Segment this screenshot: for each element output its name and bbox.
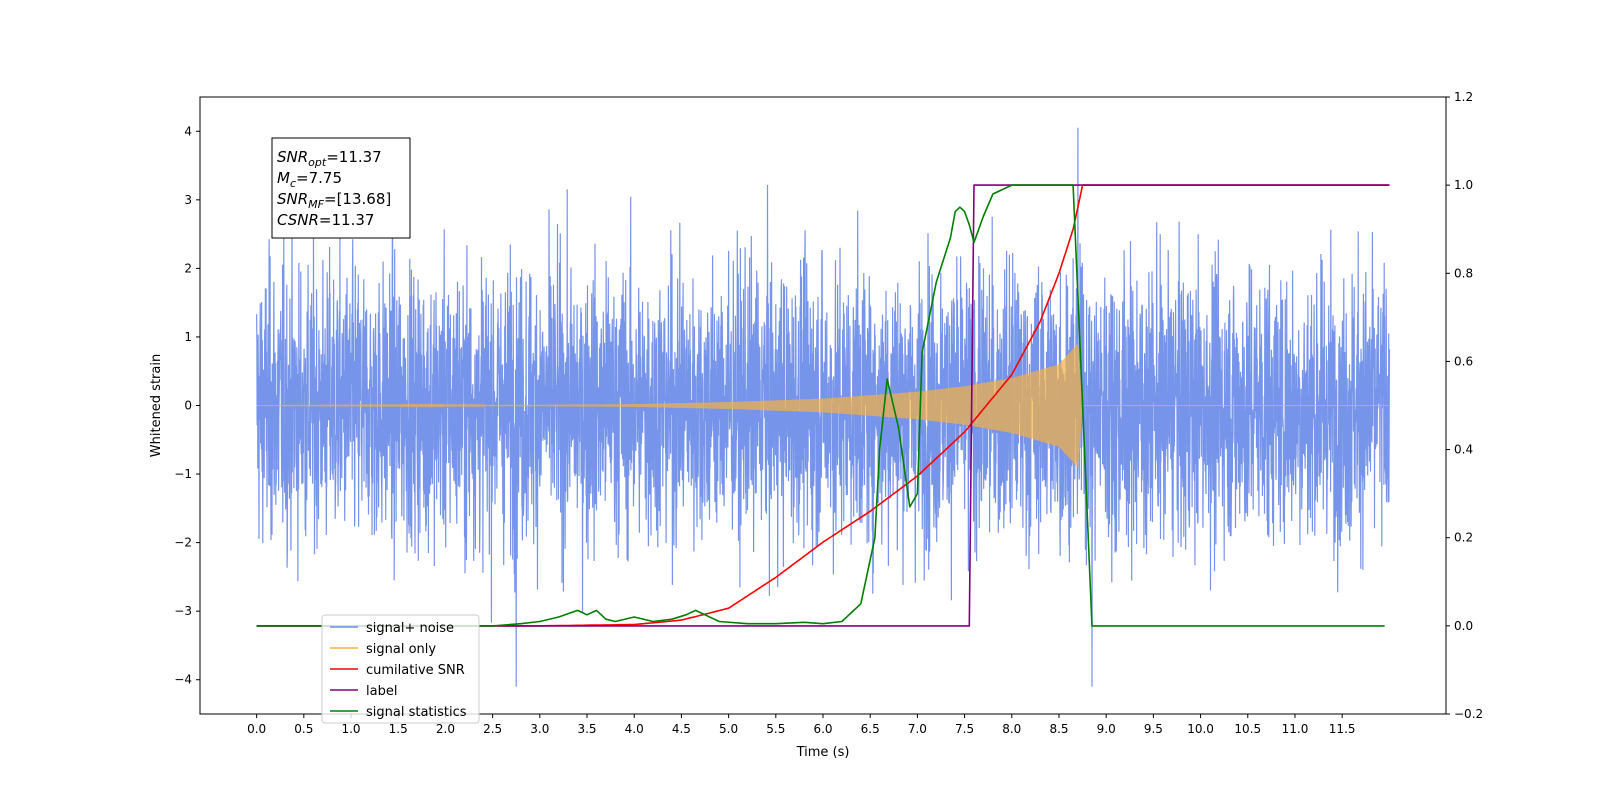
x-tick-label: 3.5 bbox=[577, 722, 596, 736]
x-tick-label: 7.0 bbox=[908, 722, 927, 736]
y-tick-label: 2 bbox=[184, 261, 192, 275]
x-tick-label: 1.5 bbox=[389, 722, 408, 736]
y-tick-label: 0 bbox=[184, 399, 192, 413]
x-tick-label: 0.5 bbox=[294, 722, 313, 736]
series-cumulative-snr-line bbox=[256, 184, 1390, 627]
annotation-line: Mc=7.75 bbox=[277, 169, 342, 190]
x-tick-label: 0.0 bbox=[247, 722, 266, 736]
x-tick-label: 1.0 bbox=[341, 722, 360, 736]
series-signal-statistics-line bbox=[256, 184, 1385, 627]
annotation-subscript: opt bbox=[308, 156, 327, 169]
series-layer bbox=[256, 127, 1390, 687]
y-tick-label: −4 bbox=[174, 673, 192, 687]
annotation-symbol: M bbox=[277, 169, 290, 187]
x-tick-label: 10.5 bbox=[1234, 722, 1261, 736]
x-tick-label: 10.0 bbox=[1187, 722, 1214, 736]
series-label-line bbox=[256, 184, 1390, 627]
annotation-value: =11.37 bbox=[319, 211, 375, 229]
y2-tick-label: 1.2 bbox=[1454, 90, 1473, 104]
legend: signal+ noise signal only cumilative SNR la… bbox=[321, 614, 480, 724]
legend-label: cumilative SNR bbox=[366, 663, 465, 678]
annotation-subscript: MF bbox=[308, 198, 324, 211]
x-tick-label: 8.5 bbox=[1049, 722, 1068, 736]
annotation-value: =11.37 bbox=[326, 148, 382, 166]
axes-layer: 0.0 0.5 1.0 1.5 2.0 2.5 3.0 3.5 4.0 4.5 5.0 5.5 6.0 6… bbox=[174, 90, 1483, 736]
y2-tick-label: 0.0 bbox=[1454, 619, 1473, 633]
annotation-line: SNRMF=[13.68] bbox=[277, 190, 391, 211]
legend-label: signal+ noise bbox=[366, 621, 454, 636]
y2-tick-label: 1.0 bbox=[1454, 178, 1473, 192]
y2-tick-label: −0.2 bbox=[1454, 707, 1483, 721]
x-tick-label: 7.5 bbox=[955, 722, 974, 736]
series-signal-noise-line bbox=[256, 127, 1390, 687]
annotation-line: SNRopt=11.37 bbox=[277, 148, 382, 169]
y-axis-label: Whitened strain bbox=[149, 354, 164, 457]
annotation-box: SNRopt=11.37Mc=7.75SNRMF=[13.68]CSNR=11.… bbox=[271, 137, 411, 239]
annotation-symbol: SNR bbox=[277, 190, 308, 208]
annotation-symbol: SNR bbox=[277, 148, 308, 166]
x-tick-label: 11.0 bbox=[1282, 722, 1309, 736]
annotation-value: =[13.68] bbox=[324, 190, 391, 208]
x-tick-label: 4.0 bbox=[625, 722, 644, 736]
x-tick-label: 6.5 bbox=[861, 722, 880, 736]
x-tick-label: 2.5 bbox=[483, 722, 502, 736]
annotation-symbol: CSNR bbox=[277, 211, 319, 229]
y-tick-label: 3 bbox=[184, 193, 192, 207]
series-signal-only-line bbox=[256, 344, 1390, 467]
y2-tick-label: 0.8 bbox=[1454, 266, 1473, 280]
legend-label: signal statistics bbox=[366, 705, 467, 720]
legend-label: signal only bbox=[366, 642, 436, 657]
y-tick-label: −3 bbox=[174, 604, 192, 618]
x-tick-label: 5.5 bbox=[766, 722, 785, 736]
annotation-frame bbox=[271, 137, 411, 239]
legend-label: label bbox=[366, 684, 397, 699]
x-tick-label: 8.0 bbox=[1002, 722, 1021, 736]
y2-tick-label: 0.2 bbox=[1454, 531, 1473, 545]
annotation-value: =7.75 bbox=[296, 169, 342, 187]
x-tick-label: 4.5 bbox=[672, 722, 691, 736]
x-tick-label: 11.5 bbox=[1329, 722, 1356, 736]
x-tick-label: 5.0 bbox=[719, 722, 738, 736]
y2-tick-label: 0.6 bbox=[1454, 354, 1473, 368]
y-tick-label: −1 bbox=[174, 467, 192, 481]
x-tick-label: 6.0 bbox=[813, 722, 832, 736]
y-tick-label: 4 bbox=[184, 124, 192, 138]
x-tick-label: 2.0 bbox=[436, 722, 455, 736]
x-axis-label: Time (s) bbox=[796, 745, 850, 760]
y2-tick-label: 0.4 bbox=[1454, 443, 1473, 457]
legend-frame bbox=[321, 614, 480, 724]
x-tick-label: 9.0 bbox=[1097, 722, 1116, 736]
annotation-subscript: c bbox=[290, 177, 296, 190]
x-tick-label: 3.0 bbox=[530, 722, 549, 736]
y-tick-label: −2 bbox=[174, 536, 192, 550]
x-tick-label: 9.5 bbox=[1144, 722, 1163, 736]
annotation-line: CSNR=11.37 bbox=[277, 211, 374, 229]
y-tick-label: 1 bbox=[184, 330, 192, 344]
